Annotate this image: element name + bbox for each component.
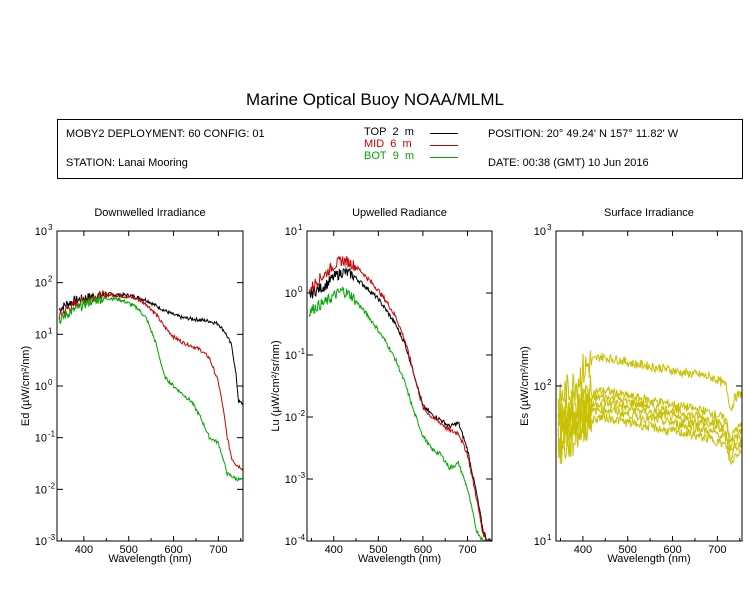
y-tick-label: 10 [285,536,297,548]
chart-series-group [308,255,492,541]
info-box: MOBY2 DEPLOYMENT: 60 CONFIG: 01 STATION:… [57,119,743,179]
legend-mid-label: MID 6 m [364,138,412,150]
x-tick-label: 600 [164,544,182,556]
y-tick-label: 10 [534,381,546,393]
chart-frame [555,230,743,542]
y-tick-exponent: -1 [298,347,306,356]
series-line-mid [58,289,243,471]
page-title: Marine Optical Buoy NOAA/MLML [246,90,504,109]
x-tick-label: 400 [75,544,93,556]
y-tick-label: 10 [534,536,546,548]
y-tick-exponent: 3 [48,223,53,232]
series-line-6 [557,403,742,466]
y-tick-label: 10 [35,278,47,290]
y-tick-exponent: 0 [48,378,53,387]
y-tick-label: 10 [35,329,47,341]
y-tick-label: 10 [35,484,47,496]
x-tick-label: 500 [369,544,387,556]
y-tick-label: 10 [35,226,47,238]
legend-top-line [430,133,458,134]
legend-mid-line [430,145,458,146]
y-tick-exponent: 1 [547,533,552,542]
y-tick-exponent: -3 [48,533,56,542]
chart-title: Upwelled Radiance [352,207,447,219]
series-line-bot [58,295,243,482]
x-axis-label: Wavelength (nm) [358,553,441,565]
y-tick-exponent: -3 [298,471,306,480]
station-text: STATION: Lanai Mooring [66,157,188,169]
y-tick-exponent: -1 [48,430,56,439]
series-line-bot [308,286,492,541]
y-tick-exponent: 1 [48,326,53,335]
deployment-text: MOBY2 DEPLOYMENT: 60 CONFIG: 01 [66,128,265,140]
y-tick-label: 10 [534,226,546,238]
legend-bot-line [430,157,458,158]
x-tick-label: 600 [663,544,681,556]
y-axis-label: Es (µW/cm²/nm) [519,346,531,426]
x-tick-label: 600 [414,544,432,556]
series-line-mid [308,255,492,541]
chart-frame [306,230,493,542]
y-axis-label: Lu (µW/cm²/sr/nm) [270,340,282,431]
y-tick-label: 10 [285,350,297,362]
y-tick-label: 10 [285,226,297,238]
series-line-top [309,266,492,541]
chart-series-group [58,289,243,482]
y-tick-label: 10 [285,288,297,300]
y-tick-exponent: 2 [547,378,552,387]
chart-title: Surface Irradiance [604,207,694,219]
x-tick-label: 500 [120,544,138,556]
position-text: POSITION: 20° 49.24' N 157° 11.82' W [488,128,679,140]
series-line-1 [557,350,742,420]
x-axis-label: Wavelength (nm) [108,553,191,565]
y-tick-label: 10 [35,536,47,548]
x-tick-label: 400 [325,544,343,556]
x-tick-label: 700 [209,544,227,556]
y-tick-exponent: 0 [298,285,303,294]
y-tick-exponent: -2 [298,409,306,418]
y-tick-exponent: -2 [48,481,56,490]
x-tick-label: 400 [574,544,592,556]
chart-series-group [557,350,742,466]
y-axis-label: Ed (µW/cm²/nm) [20,346,32,426]
x-tick-label: 500 [619,544,637,556]
chart-frame [56,230,244,542]
y-tick-label: 10 [285,412,297,424]
y-tick-exponent: 1 [298,223,303,232]
x-tick-label: 700 [708,544,726,556]
x-axis-label: Wavelength (nm) [607,553,690,565]
legend-bot-label: BOT 9 m [364,150,415,162]
y-tick-exponent: 2 [48,275,53,284]
legend-top-label: TOP 2 m [364,126,414,138]
y-tick-exponent: 3 [547,223,552,232]
y-tick-exponent: -4 [298,533,306,542]
y-tick-label: 10 [285,474,297,486]
x-tick-label: 700 [458,544,476,556]
chart-title: Downwelled Irradiance [94,207,205,219]
y-tick-label: 10 [35,433,47,445]
date-text: DATE: 00:38 (GMT) 10 Jun 2016 [488,157,649,169]
series-line-top [58,291,243,406]
y-tick-label: 10 [35,381,47,393]
